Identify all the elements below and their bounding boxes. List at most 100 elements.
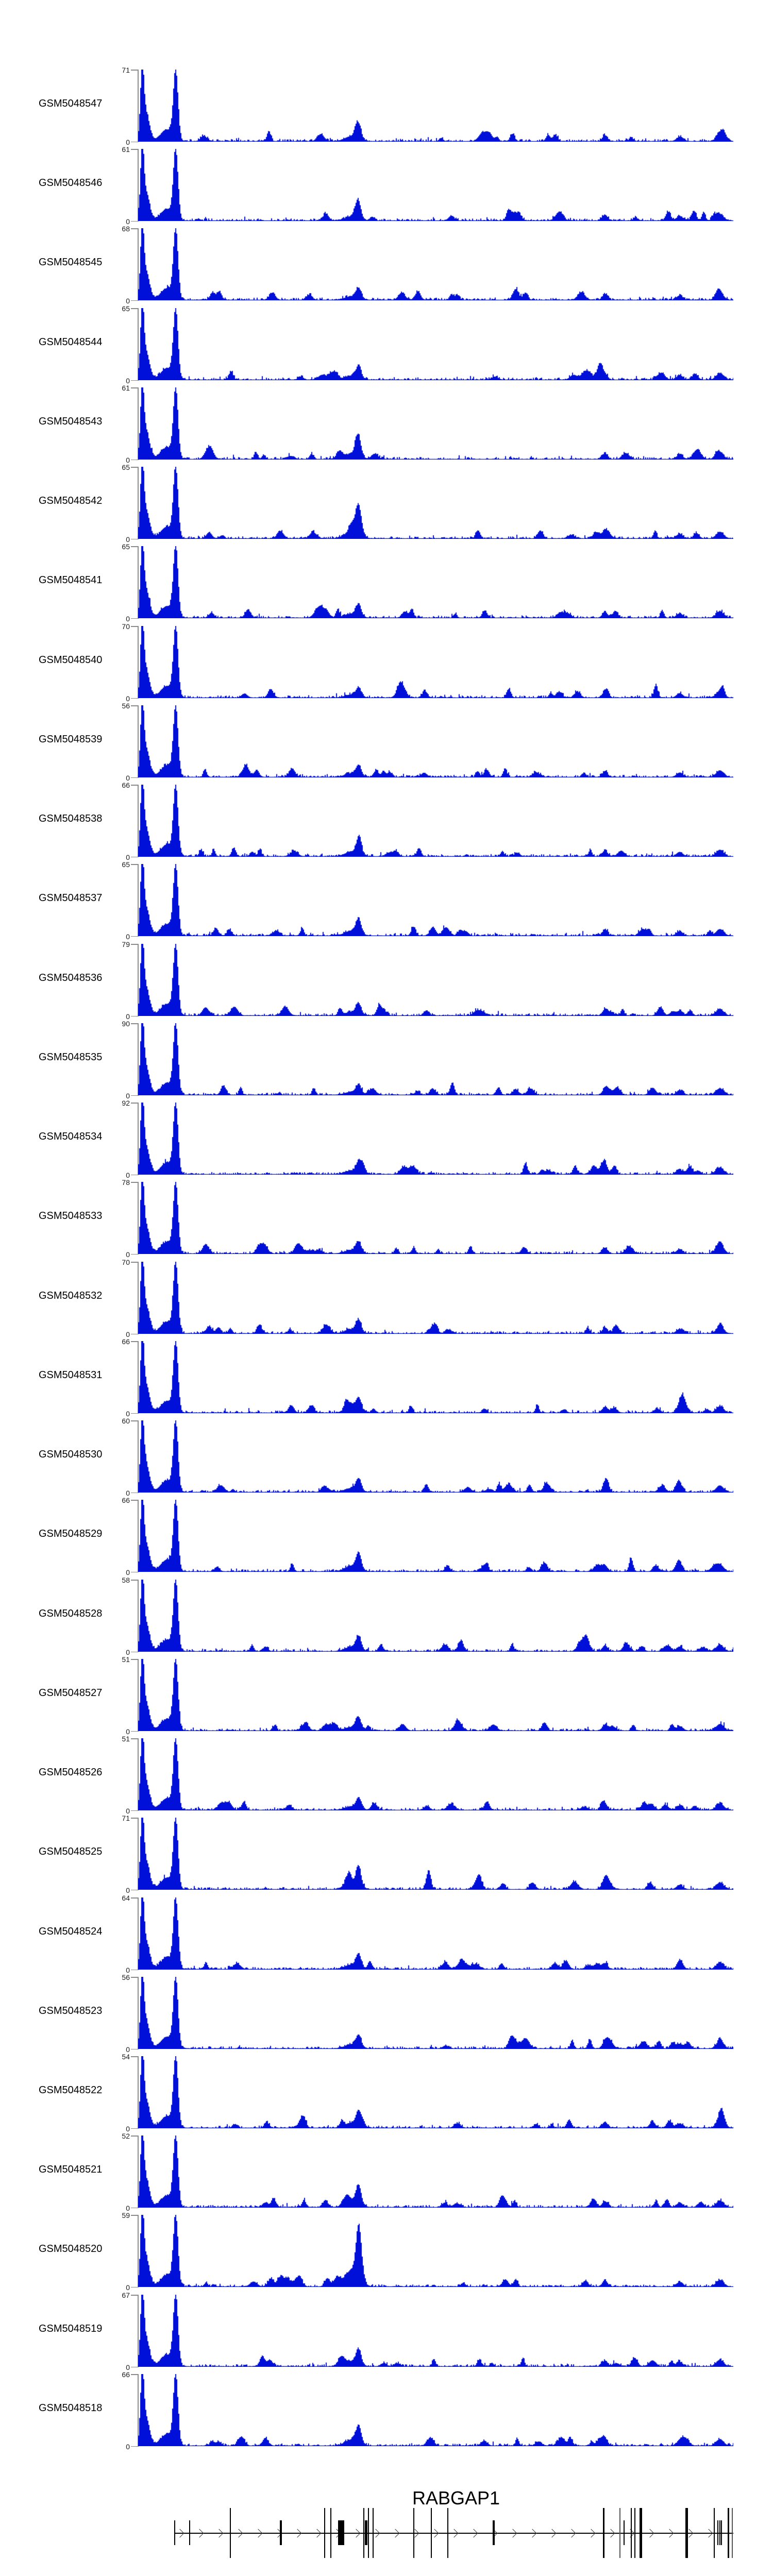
y-axis-bottom-tick — [131, 1731, 138, 1732]
strand-direction-arrow-icon — [626, 2529, 635, 2538]
track-sample-label: GSM5048545 — [39, 257, 103, 268]
track-row: GSM5048539 56 0 — [0, 702, 773, 782]
exon-tick — [727, 2508, 729, 2558]
y-axis-zero-label: 0 — [126, 1568, 130, 1577]
y-axis-zero-label: 0 — [126, 1807, 130, 1815]
y-axis-max-label: 66 — [122, 1337, 130, 1346]
y-axis-zero-label: 0 — [126, 853, 130, 861]
y-axis-zero-label: 0 — [126, 1250, 130, 1259]
y-axis-bottom-tick — [131, 1492, 138, 1493]
track-sample-label: GSM5048522 — [39, 2084, 103, 2096]
signal-area-canvas — [138, 228, 733, 300]
track-sample-label: GSM5048519 — [39, 2323, 103, 2334]
y-axis-max-label: 71 — [122, 1814, 130, 1822]
strand-direction-arrow-icon — [449, 2529, 459, 2538]
track-row: GSM5048526 51 0 — [0, 1735, 773, 1815]
signal-area-canvas — [138, 149, 733, 221]
y-axis-max-label: 70 — [122, 622, 130, 631]
exon-tick — [431, 2508, 432, 2558]
strand-direction-arrow-icon — [175, 2529, 184, 2538]
y-axis-top-tick — [131, 1420, 138, 1421]
exon-tick — [364, 2520, 367, 2545]
y-axis-zero-label: 0 — [126, 2125, 130, 2133]
track-sample-label: GSM5048531 — [39, 1369, 103, 1381]
track-row: GSM5048540 70 0 — [0, 622, 773, 703]
signal-area-canvas — [138, 864, 733, 936]
y-axis-top-tick — [131, 1738, 138, 1739]
signal-area-canvas — [138, 467, 733, 539]
y-axis-max-label: 56 — [122, 702, 130, 710]
track-row: GSM5048518 66 0 — [0, 2370, 773, 2451]
track-sample-label: GSM5048543 — [39, 416, 103, 427]
strand-direction-arrow-icon — [547, 2529, 557, 2538]
track-sample-label: GSM5048532 — [39, 1290, 103, 1301]
y-axis-zero-label: 0 — [126, 1330, 130, 1338]
strand-direction-arrow-icon — [234, 2529, 243, 2538]
y-axis-max-label: 51 — [122, 1735, 130, 1743]
track-row: GSM5048547 71 0 — [0, 66, 773, 146]
y-axis-zero-label: 0 — [126, 933, 130, 941]
y-axis-top-tick — [131, 705, 138, 706]
y-axis-bottom-tick — [131, 1253, 138, 1255]
y-axis-top-tick — [131, 2136, 138, 2137]
track-sample-label: GSM5048536 — [39, 972, 103, 984]
exon-tick — [230, 2508, 231, 2558]
track-sample-label: GSM5048544 — [39, 336, 103, 348]
signal-area-canvas — [138, 2215, 733, 2287]
strand-direction-arrow-icon — [410, 2529, 419, 2538]
exon-tick — [619, 2508, 620, 2558]
y-axis-bottom-tick — [131, 2048, 138, 2049]
track-sample-label: GSM5048529 — [39, 1528, 103, 1539]
strand-direction-arrow-icon — [469, 2529, 478, 2538]
track-sample-label: GSM5048547 — [39, 98, 103, 109]
y-axis-bottom-tick — [131, 618, 138, 619]
track-row: GSM5048541 65 0 — [0, 543, 773, 623]
y-axis-max-label: 59 — [122, 2211, 130, 2219]
track-sample-label: GSM5048537 — [39, 892, 103, 904]
exon-tick — [602, 2508, 604, 2558]
track-row: GSM5048543 61 0 — [0, 384, 773, 464]
y-axis-zero-label: 0 — [126, 1648, 130, 1656]
y-axis-top-tick — [131, 2295, 138, 2296]
signal-area-canvas — [138, 1420, 733, 1493]
signal-area-canvas — [138, 1818, 733, 1890]
y-axis-max-label: 61 — [122, 384, 130, 392]
y-axis-max-label: 65 — [122, 463, 130, 471]
track-row: GSM5048523 56 0 — [0, 1973, 773, 2054]
exon-tick — [631, 2508, 632, 2558]
strand-direction-arrow-icon — [391, 2529, 400, 2538]
track-row: GSM5048524 64 0 — [0, 1894, 773, 1974]
track-row: GSM5048531 66 0 — [0, 1337, 773, 1418]
signal-area-canvas — [138, 2056, 733, 2128]
track-row: GSM5048528 58 0 — [0, 1576, 773, 1656]
y-axis-top-tick — [131, 1580, 138, 1581]
y-axis-max-label: 68 — [122, 225, 130, 233]
track-sample-label: GSM5048530 — [39, 1449, 103, 1460]
y-axis-bottom-tick — [131, 856, 138, 857]
gene-name-label: RABGAP1 — [412, 2487, 500, 2509]
track-row: GSM5048535 90 0 — [0, 1020, 773, 1100]
y-axis-top-tick — [131, 228, 138, 229]
track-row: GSM5048530 60 0 — [0, 1417, 773, 1497]
track-sample-label: GSM5048524 — [39, 1926, 103, 1937]
y-axis-max-label: 71 — [122, 66, 130, 74]
track-sample-label: GSM5048538 — [39, 813, 103, 824]
exon-tick — [493, 2520, 495, 2545]
y-axis-bottom-tick — [131, 2207, 138, 2208]
y-axis-top-tick — [131, 1103, 138, 1104]
track-row: GSM5048533 78 0 — [0, 1178, 773, 1259]
signal-area-canvas — [138, 785, 733, 857]
y-axis-zero-label: 0 — [126, 2204, 130, 2212]
track-sample-label: GSM5048520 — [39, 2243, 103, 2255]
exon-tick — [338, 2520, 344, 2545]
y-axis-zero-label: 0 — [126, 615, 130, 623]
track-row: GSM5048532 70 0 — [0, 1258, 773, 1338]
y-axis-max-label: 66 — [122, 781, 130, 789]
y-axis-bottom-tick — [131, 2286, 138, 2287]
exon-tick — [174, 2520, 175, 2545]
y-axis-zero-label: 0 — [126, 456, 130, 464]
track-row: GSM5048519 67 0 — [0, 2291, 773, 2371]
y-axis-bottom-tick — [131, 1571, 138, 1572]
strand-direction-arrow-icon — [254, 2529, 263, 2538]
y-axis-top-tick — [131, 2215, 138, 2216]
